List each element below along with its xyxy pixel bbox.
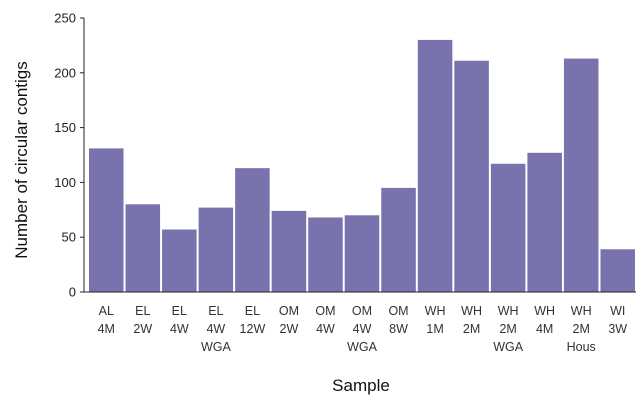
x-tick-label-line: EL <box>208 304 223 318</box>
x-tick-label: WH 2M WGA <box>493 304 524 354</box>
y-tick-label: 50 <box>62 230 76 245</box>
x-tick-label-line: 2W <box>133 322 152 336</box>
x-tick-label: AL 4M <box>98 304 115 336</box>
y-axis-title: Number of circular contigs <box>12 61 31 258</box>
bar <box>235 168 270 292</box>
x-tick-label-line: WH <box>571 304 592 318</box>
x-tick-label-line: 8W <box>389 322 408 336</box>
x-tick-label-line: WGA <box>493 340 524 354</box>
y-tick-label: 100 <box>54 175 76 190</box>
bar <box>417 39 453 292</box>
x-tick-label: OM 2W <box>279 304 299 336</box>
x-tick-label-line: OM <box>279 304 299 318</box>
bar <box>271 210 307 292</box>
x-tick-label-line: AL <box>99 304 114 318</box>
x-tick-label-line: EL <box>245 304 260 318</box>
bar <box>198 207 234 292</box>
x-tick-label-line: EL <box>172 304 187 318</box>
x-tick-label: EL 4W <box>170 304 189 336</box>
x-tick-label-line: OM <box>315 304 335 318</box>
bar <box>381 187 416 292</box>
x-tick-label-line: OM <box>352 304 372 318</box>
x-tick-label-line: 4W <box>316 322 335 336</box>
x-tick-label-line: 3W <box>608 322 627 336</box>
x-tick-label-line: WH <box>534 304 555 318</box>
x-tick-label: EL 4W WGA <box>201 304 232 354</box>
x-tick-label: EL 12W <box>240 304 266 336</box>
bar <box>125 204 161 292</box>
bar <box>162 229 197 292</box>
x-tick-label-line: WI <box>610 304 625 318</box>
bar <box>490 163 526 292</box>
x-tick-label-line: 4M <box>98 322 115 336</box>
bar <box>454 60 489 292</box>
y-tick-label: 0 <box>69 285 76 300</box>
x-tick-label-line: 2W <box>280 322 299 336</box>
x-tick-label-line: WH <box>461 304 482 318</box>
x-tick-label: WH 4M <box>534 304 555 336</box>
x-tick-label: WH 2M Hous <box>567 304 596 354</box>
x-tick-label: WH 1M <box>425 304 446 336</box>
y-tick-label: 250 <box>54 11 76 26</box>
x-tick-label-line: WGA <box>201 340 232 354</box>
x-tick-label-line: WH <box>498 304 519 318</box>
x-tick-label-line: Hous <box>567 340 596 354</box>
x-tick-label: WH 2M <box>461 304 482 336</box>
x-tick-label-line: 2M <box>573 322 590 336</box>
x-tick-label-line: OM <box>388 304 408 318</box>
x-tick-label: WI 3W <box>608 304 627 336</box>
x-tick-label-line: WH <box>425 304 446 318</box>
bar <box>600 249 635 292</box>
bar <box>563 58 599 292</box>
x-tick-label: OM 4W WGA <box>347 304 378 354</box>
x-tick-label: OM 4W <box>315 304 335 336</box>
x-tick-label-line: 2M <box>499 322 516 336</box>
x-axis-title: Sample <box>332 376 390 395</box>
x-tick-label-line: 4W <box>206 322 225 336</box>
x-tick-label-line: WGA <box>347 340 378 354</box>
x-tick-label-line: EL <box>135 304 150 318</box>
bar <box>344 215 380 292</box>
y-tick-label: 150 <box>54 120 76 135</box>
x-tick-label: OM 8W <box>388 304 408 336</box>
x-tick-label-line: 4W <box>353 322 372 336</box>
y-tick-label: 200 <box>54 65 76 80</box>
bar <box>308 217 343 292</box>
x-tick-label-line: 2M <box>463 322 480 336</box>
x-tick-label-line: 4M <box>536 322 553 336</box>
plot-area: 0 50 100 150 200 250 AL 4M EL 2W EL 4W EL 4W WGA EL 12W O… <box>54 11 635 354</box>
x-tick-label-line: 1M <box>426 322 443 336</box>
x-tick-label-line: 12W <box>240 322 266 336</box>
bar <box>89 148 124 292</box>
x-tick-label-line: 4W <box>170 322 189 336</box>
x-tick-label: EL 2W <box>133 304 152 336</box>
bar <box>527 152 562 292</box>
